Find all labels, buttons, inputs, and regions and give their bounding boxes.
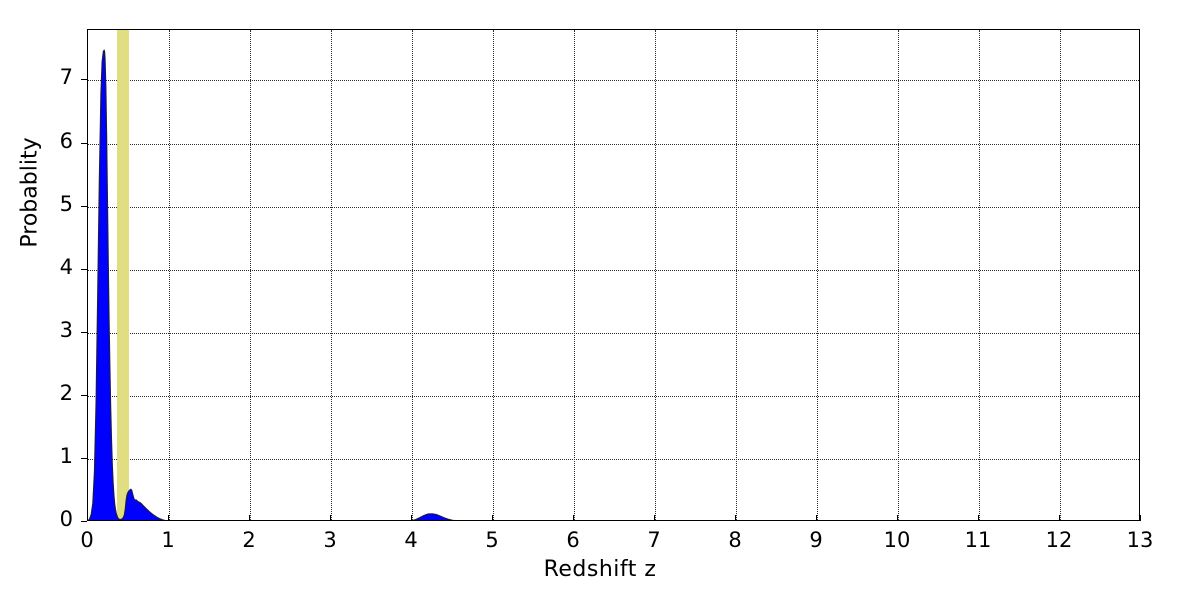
gridline-vertical — [1060, 30, 1061, 520]
y-tick-label: 2 — [59, 380, 73, 405]
x-tick — [249, 515, 250, 521]
x-tick-label: 11 — [964, 528, 992, 552]
x-tick-label: 4 — [404, 528, 418, 552]
gridline-vertical — [736, 30, 737, 520]
x-tick-label: 9 — [809, 528, 823, 552]
x-tick — [1059, 515, 1060, 521]
x-tick-label: 6 — [566, 528, 580, 552]
y-tick — [81, 142, 87, 144]
gridline-vertical — [898, 30, 899, 520]
y-tick-label: 6 — [59, 128, 73, 153]
x-tick-label: 13 — [1126, 528, 1154, 552]
x-tick-label: 3 — [323, 528, 337, 552]
gridline-vertical — [250, 30, 251, 520]
x-axis-title: Redshift z — [543, 557, 657, 582]
gridline-vertical — [979, 30, 980, 520]
area-series-0 — [88, 49, 455, 520]
gridline-vertical — [655, 30, 656, 520]
y-tick-label: 4 — [59, 254, 73, 279]
x-tick — [573, 515, 574, 521]
x-tick — [978, 515, 979, 521]
y-tick — [81, 79, 87, 81]
x-tick — [411, 515, 412, 521]
gridline-horizontal — [88, 332, 1139, 334]
y-tick-label: 5 — [59, 191, 73, 216]
gridline-horizontal — [88, 143, 1139, 145]
gridline-horizontal — [88, 395, 1139, 397]
x-tick — [816, 515, 817, 521]
y-tick — [81, 268, 87, 270]
gridline-vertical — [574, 30, 575, 520]
gridline-vertical — [169, 30, 170, 520]
y-tick — [81, 394, 87, 396]
gridline-vertical — [493, 30, 494, 520]
y-tick-label: 7 — [59, 65, 73, 90]
x-tick — [897, 515, 898, 521]
x-tick-label: 10 — [883, 528, 911, 552]
gridline-horizontal — [88, 458, 1139, 460]
gridline-horizontal — [88, 206, 1139, 208]
x-tick-label: 7 — [647, 528, 661, 552]
x-tick — [654, 515, 655, 521]
x-tick — [735, 515, 736, 521]
y-axis-title: Probablity — [17, 137, 43, 248]
x-tick-label: 1 — [161, 528, 175, 552]
y-tick — [81, 457, 87, 459]
y-tick-label: 3 — [59, 317, 73, 342]
y-tick — [81, 205, 87, 207]
y-tick — [81, 331, 87, 333]
x-tick — [1140, 515, 1141, 521]
gridline-horizontal — [88, 80, 1139, 82]
y-tick-label: 0 — [59, 507, 73, 531]
x-tick-label: 2 — [242, 528, 256, 552]
y-tick-label: 1 — [59, 443, 73, 468]
x-tick — [330, 515, 331, 521]
x-tick-label: 0 — [80, 528, 94, 552]
plot-area — [87, 29, 1140, 521]
gridline-vertical — [817, 30, 818, 520]
x-tick-label: 12 — [1045, 528, 1073, 552]
gridline-horizontal — [88, 269, 1139, 271]
x-tick — [87, 515, 88, 521]
y-tick — [81, 521, 87, 522]
curve-svg — [88, 49, 455, 520]
x-tick-label: 8 — [728, 528, 742, 552]
x-tick — [492, 515, 493, 521]
gridline-vertical — [331, 30, 332, 520]
x-tick-label: 5 — [485, 528, 499, 552]
gridline-vertical — [412, 30, 413, 520]
spectroscopic-redshift-band — [117, 30, 129, 520]
x-tick — [168, 515, 169, 521]
